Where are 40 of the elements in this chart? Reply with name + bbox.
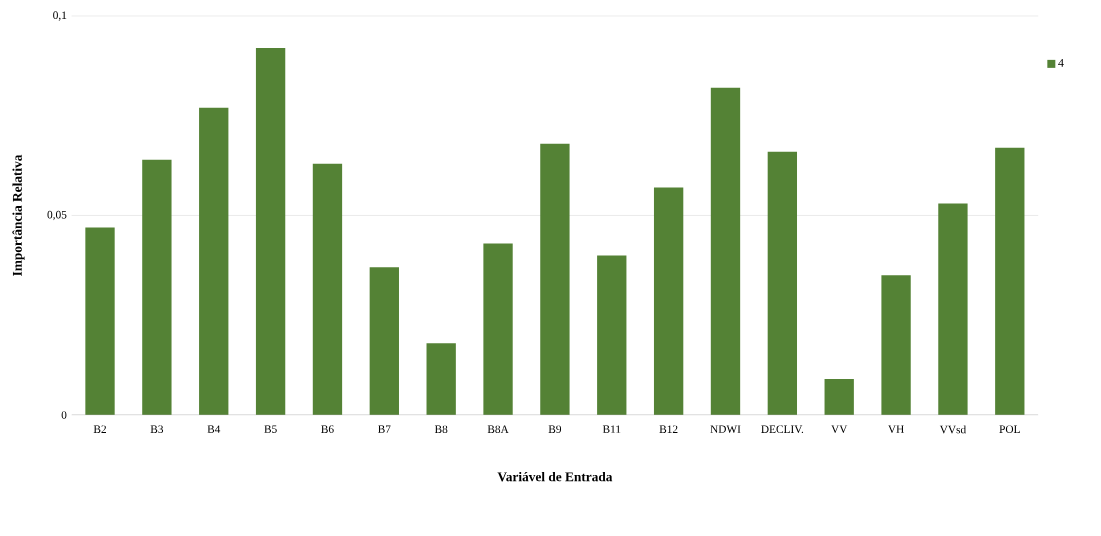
x-tick-label: B3 — [150, 425, 164, 433]
x-tick-label: B12 — [659, 425, 678, 433]
bar — [85, 227, 115, 415]
bar — [199, 107, 229, 415]
bar — [255, 47, 286, 415]
y-tick-label: 0,1 — [53, 11, 67, 21]
bar — [483, 243, 513, 415]
x-axis-title: Variável de Entrada — [497, 471, 613, 482]
legend-label: 4 — [1058, 58, 1064, 67]
bar — [540, 143, 570, 415]
bar — [312, 163, 343, 415]
bar — [767, 151, 798, 415]
x-tick-label: B5 — [264, 425, 277, 433]
x-tick-label: B7 — [378, 425, 391, 433]
bar — [938, 203, 968, 415]
x-tick-label: VV — [831, 425, 848, 433]
y-tick-label: 0,05 — [47, 210, 67, 221]
bar — [142, 159, 172, 415]
x-tick-label: B2 — [93, 425, 106, 433]
x-tick-label: VH — [888, 425, 904, 433]
x-tick-label: B9 — [548, 425, 562, 433]
bar — [995, 147, 1025, 415]
x-tick-label: B11 — [602, 425, 621, 433]
bar — [710, 87, 741, 415]
bar — [653, 187, 684, 415]
x-tick-label: NDWI — [710, 425, 741, 433]
y-axis-title: Importância Relativa — [12, 154, 25, 276]
x-tick-label: POL — [999, 425, 1020, 433]
x-tick-label: DECLIV. — [761, 425, 804, 434]
bar — [369, 267, 399, 415]
bar — [426, 343, 456, 415]
x-tick-label: B4 — [207, 425, 221, 433]
x-tick-label: B8A — [487, 425, 509, 434]
bar — [824, 379, 854, 415]
bar — [597, 255, 627, 415]
bar — [881, 275, 911, 415]
x-tick-label: B6 — [321, 425, 334, 433]
x-tick-label: B8 — [434, 425, 448, 434]
y-tick-label: 0 — [61, 411, 67, 419]
x-tick-label: VVsd — [939, 425, 966, 434]
